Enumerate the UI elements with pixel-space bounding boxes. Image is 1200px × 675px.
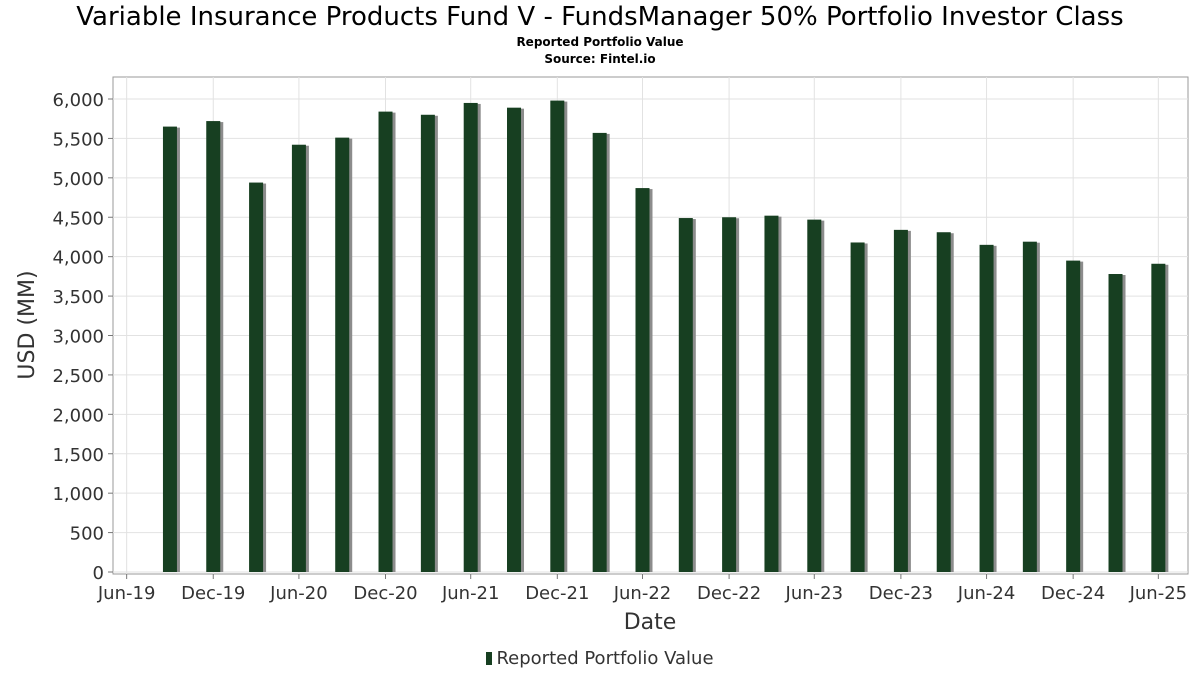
y-axis-ticks: 0 500 1,000 1,500 2,000 2,500 3,000 3,500 4,000 4…: [52, 90, 113, 584]
x-tick-label: Dec-20: [353, 583, 417, 604]
bar: [850, 242, 865, 572]
x-tick-label: Jun-23: [785, 583, 844, 604]
x-tick-label: Jun-22: [613, 583, 672, 604]
bar: [335, 137, 350, 572]
bar: [378, 111, 393, 572]
x-tick-label: Jun-25: [1129, 583, 1188, 604]
chart-title: Variable Insurance Products Fund V - Fun…: [76, 2, 1124, 32]
x-tick-label: Jun-20: [269, 583, 328, 604]
y-tick-label: 2,500: [52, 366, 104, 387]
bar: [1022, 241, 1037, 572]
x-tick-label: Dec-19: [181, 583, 245, 604]
y-tick-label: 5,000: [52, 169, 104, 190]
y-axis-label: USD (MM): [15, 270, 40, 379]
y-tick-label: 500: [70, 524, 104, 545]
y-tick-label: 6,000: [52, 90, 104, 111]
y-tick-label: 4,500: [52, 208, 104, 229]
legend: Reported Portfolio Value: [0, 648, 1200, 669]
y-tick-label: 4,000: [52, 248, 104, 269]
bar: [807, 219, 822, 573]
bar: [291, 144, 306, 572]
chart-subtitle: Reported Portfolio Value: [516, 35, 684, 49]
bar: [206, 121, 221, 572]
bar: [550, 100, 565, 573]
y-tick-label: 5,500: [52, 129, 104, 150]
x-tick-label: Jun-21: [441, 583, 500, 604]
bar: [1066, 260, 1081, 572]
y-tick-label: 1,000: [52, 484, 104, 505]
bar: [1151, 263, 1166, 572]
legend-label: Reported Portfolio Value: [496, 648, 714, 669]
x-tick-label: Dec-24: [1041, 583, 1105, 604]
x-axis-label: Date: [624, 610, 677, 635]
bar: [162, 126, 177, 572]
y-tick-label: 3,500: [52, 287, 104, 308]
legend-swatch: [486, 652, 493, 665]
bar: [507, 107, 522, 573]
bars: [162, 100, 1169, 573]
x-axis-ticks: Jun-19 Dec-19 Jun-20 Dec-20 Jun-21 Dec-21 Jun-…: [97, 574, 1187, 604]
bar: [1108, 274, 1123, 572]
bar: [764, 215, 779, 572]
bar: [635, 188, 650, 572]
y-tick-label: 2,000: [52, 405, 104, 426]
bar: [936, 232, 951, 572]
bar: [722, 217, 737, 572]
x-tick-label: Dec-21: [525, 583, 589, 604]
bar: [420, 114, 435, 573]
x-tick-label: Dec-22: [697, 583, 761, 604]
bar: [678, 218, 693, 572]
y-tick-label: 0: [93, 563, 104, 584]
x-tick-label: Dec-23: [869, 583, 933, 604]
bar: [463, 102, 478, 573]
x-tick-label: Jun-19: [97, 583, 156, 604]
bar: [249, 182, 264, 572]
bar: [979, 244, 994, 572]
y-tick-label: 1,500: [52, 445, 104, 466]
bar: [592, 132, 607, 573]
chart-source: Source: Fintel.io: [544, 52, 656, 66]
x-tick-label: Jun-24: [957, 583, 1016, 604]
y-tick-label: 3,000: [52, 327, 104, 348]
bar: [893, 229, 908, 572]
